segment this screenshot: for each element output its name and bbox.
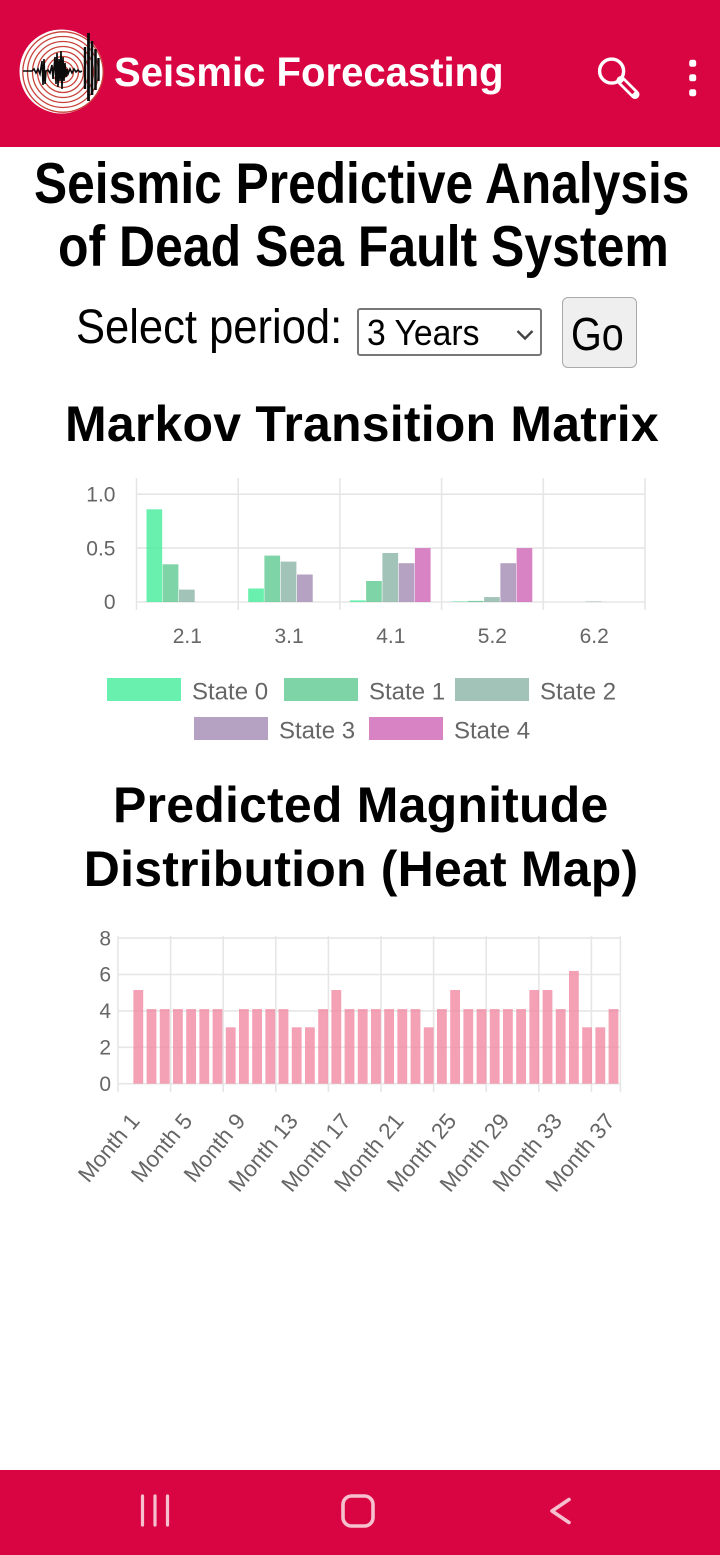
svg-text:4: 4 [99, 1000, 111, 1023]
svg-text:3.1: 3.1 [274, 625, 303, 648]
svg-text:0: 0 [99, 1073, 111, 1096]
svg-text:5.2: 5.2 [478, 625, 507, 648]
svg-text:8: 8 [99, 927, 111, 950]
svg-text:2: 2 [99, 1037, 111, 1060]
svg-text:State 0: State 0 [192, 679, 268, 706]
svg-text:6: 6 [99, 964, 111, 987]
svg-text:4.1: 4.1 [376, 625, 405, 648]
svg-text:0.5: 0.5 [86, 537, 115, 560]
svg-text:1.0: 1.0 [86, 483, 115, 506]
svg-text:2.1: 2.1 [173, 625, 202, 648]
svg-text:State 3: State 3 [279, 718, 355, 745]
svg-text:State 4: State 4 [454, 718, 530, 745]
svg-text:State 1: State 1 [369, 679, 445, 706]
svg-text:0: 0 [104, 591, 116, 614]
svg-text:6.2: 6.2 [580, 625, 609, 648]
svg-text:State 2: State 2 [540, 679, 616, 706]
